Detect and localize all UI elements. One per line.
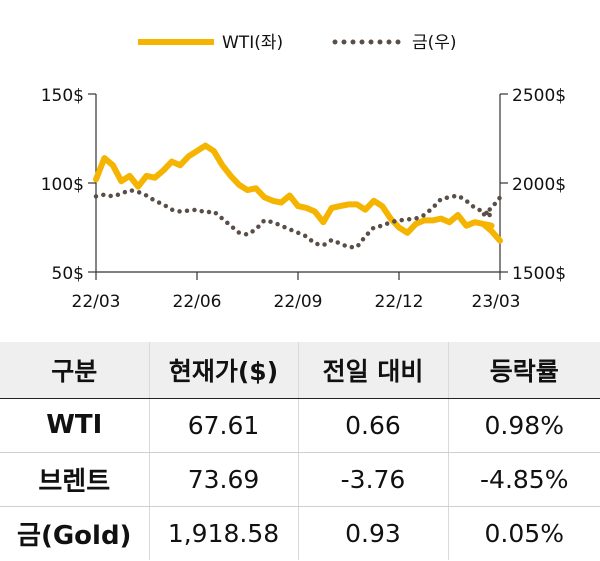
x-tick-label: 22/06: [173, 292, 222, 312]
table-row: WTI 67.61 0.66 0.98%: [0, 398, 600, 453]
price-cell: 1,918.58: [148, 506, 298, 560]
left-tick-label: 100$: [41, 175, 84, 195]
price-cell: 73.69: [148, 452, 298, 507]
legend: WTI(좌) 금(우): [138, 33, 457, 53]
rate-cell: 0.98%: [447, 398, 600, 453]
left-y-ticks: 150$ 100$ 50$: [41, 86, 96, 284]
right-tick-label: 1500$: [512, 264, 566, 284]
price-chart: WTI(좌) 금(우) 150$ 100$ 50$ 2500$ 2000$ 15…: [41, 33, 566, 312]
left-tick-label: 150$: [41, 86, 84, 106]
change-cell: 0.93: [297, 506, 448, 560]
legend-gold-label: 금(우): [412, 33, 457, 53]
table-row: 브렌트 73.69 -3.76 -4.85%: [0, 452, 600, 507]
chart-area: WTI(좌) 금(우) 150$ 100$ 50$ 2500$ 2000$ 15…: [41, 33, 566, 312]
series-line-wti: [93, 142, 503, 244]
rate-cell: 0.05%: [447, 506, 600, 560]
change-cell: -3.76: [297, 452, 448, 507]
x-ticks: 22/03 22/06 22/09 22/12 23/03: [72, 272, 521, 312]
series-layer: [93, 142, 503, 250]
price-table: 구분 현재가($) 전일 대비 등락률 WTI 67.61 0.66 0.98%…: [0, 342, 600, 560]
price-cell: 67.61: [148, 398, 298, 453]
series-line-gold: [93, 187, 503, 250]
row-label: 브렌트: [0, 452, 149, 507]
row-label: 금(Gold): [17, 520, 132, 551]
row-label: WTI: [0, 398, 149, 453]
table-row: 금(Gold) 1,918.58 0.93 0.05%: [0, 506, 600, 560]
x-tick-label: 22/03: [72, 292, 121, 312]
legend-wti-label: WTI(좌): [222, 33, 283, 53]
table-header-row: 구분 현재가($) 전일 대비 등락률: [0, 342, 600, 399]
change-cell: 0.66: [297, 398, 448, 453]
header-category: 구분: [0, 342, 149, 399]
header-change: 전일 대비: [297, 342, 448, 399]
x-tick-label: 23/03: [472, 292, 521, 312]
left-tick-label: 50$: [52, 264, 84, 284]
right-tick-label: 2000$: [512, 175, 566, 195]
right-y-ticks: 2500$ 2000$ 1500$: [500, 86, 566, 284]
x-tick-label: 22/12: [375, 292, 424, 312]
right-tick-label: 2500$: [512, 86, 566, 106]
header-price: 현재가($): [148, 342, 298, 399]
rate-cell: -4.85%: [447, 452, 600, 507]
x-tick-label: 22/09: [274, 292, 323, 312]
header-rate: 등락률: [447, 342, 600, 399]
